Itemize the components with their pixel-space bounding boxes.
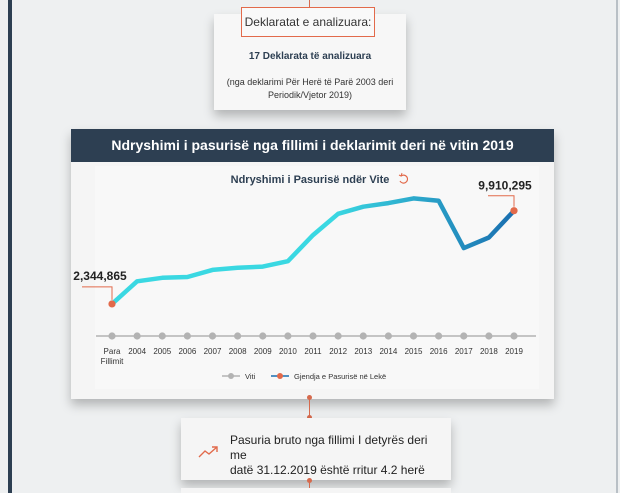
summary-card (181, 418, 451, 480)
trend-up-icon (198, 446, 218, 458)
summary-line2: datë 31.12.2019 është rritur 4.2 herë (230, 463, 425, 477)
bottom-connector-dot (307, 478, 312, 483)
summary-text: Pasuria bruto nga fillimi I detyrës deri… (230, 433, 440, 478)
analyzed-note-line1: (nga deklarimi Për Herë të Parë 2003 der… (226, 77, 394, 87)
middle-connector-line (309, 399, 310, 418)
middle-connector-dot-bottom (307, 415, 312, 420)
analyzed-note: (nga deklarimi Për Herë të Parë 2003 der… (220, 76, 400, 102)
bottom-connector-line (309, 480, 310, 493)
analyzed-declarations-label: Deklaratat e analizuara: (241, 7, 375, 37)
left-frame-border (8, 0, 12, 493)
chart-plot-background (95, 166, 539, 389)
analyzed-count-text: 17 Deklarata të analizuara (248, 51, 372, 62)
middle-connector-dot-top (307, 395, 312, 400)
top-connector-line (309, 0, 310, 8)
right-frame-border (616, 0, 618, 493)
section-title: Ndryshimi i pasurisë nga fillimi i dekla… (71, 129, 554, 162)
summary-line1: Pasuria bruto nga fillimi I detyrës deri… (230, 433, 428, 462)
analyzed-note-line2: Periodik/Vjetor 2019) (267, 90, 353, 100)
next-card-edge (181, 488, 451, 493)
